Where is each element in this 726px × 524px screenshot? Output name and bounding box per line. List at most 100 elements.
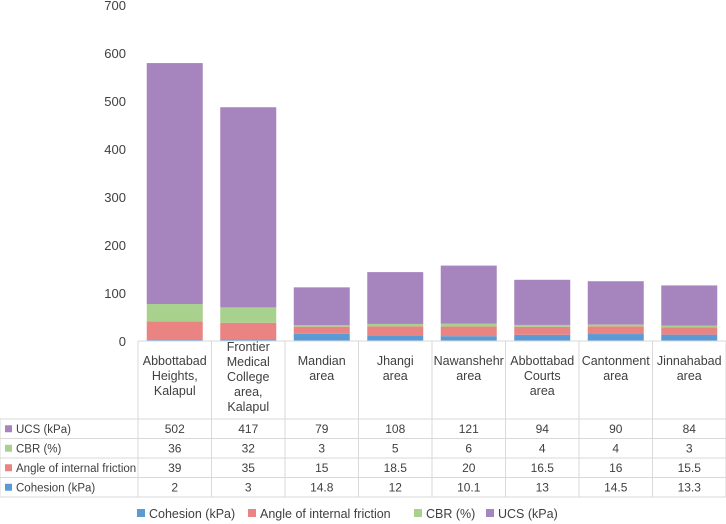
bar-segment xyxy=(661,334,718,341)
table-row-label: Angle of internal friction xyxy=(16,463,136,475)
table-cell-value: 39 xyxy=(168,461,182,475)
table-cell-value: 84 xyxy=(683,422,697,436)
y-tick-label: 300 xyxy=(104,190,126,205)
bar-segment xyxy=(440,265,497,324)
bar-segment xyxy=(220,307,277,323)
table-cell-value: 13.3 xyxy=(678,480,702,494)
legend-swatch xyxy=(248,509,256,517)
table-legend-key xyxy=(5,464,12,472)
legend-label: CBR (%) xyxy=(426,507,475,521)
legend: Cohesion (kPa) Angle of internal friction… xyxy=(137,507,558,521)
table-cell-value: 15.5 xyxy=(678,461,702,475)
table-legend-key xyxy=(5,444,12,452)
y-tick-label: 0 xyxy=(119,334,126,349)
table-row-label: UCS (kPa) xyxy=(16,424,71,436)
bar-segment xyxy=(514,279,571,325)
x-category-label: Nawanshehr area xyxy=(434,354,504,383)
bar-segment xyxy=(146,304,203,322)
table-cell-value: 14.5 xyxy=(604,480,628,494)
bar-segment xyxy=(367,323,424,327)
table-cell-value: 4 xyxy=(612,441,619,455)
table-cell-value: 3 xyxy=(318,441,325,455)
legend-swatch xyxy=(414,509,422,517)
bar-segment xyxy=(293,326,350,334)
y-tick-label: 600 xyxy=(104,46,126,61)
bar-segment xyxy=(587,281,644,325)
table-legend-key xyxy=(5,425,12,433)
legend-label: Angle of internal friction xyxy=(260,507,391,521)
table-cell-value: 36 xyxy=(168,441,182,455)
x-category-label: Mandian area xyxy=(298,354,346,383)
bar-segment xyxy=(440,336,497,341)
legend-label: UCS (kPa) xyxy=(498,507,558,521)
x-category-label: Abbottabad Courts area xyxy=(510,354,574,398)
table-cell-value: 79 xyxy=(315,422,329,436)
bar-segment xyxy=(146,321,203,341)
table-cell-value: 4 xyxy=(539,441,546,455)
bar-segment xyxy=(220,107,277,308)
bar-segment xyxy=(514,324,571,327)
table-row-label: CBR (%) xyxy=(16,443,62,455)
table-row-label: Cohesion (kPa) xyxy=(16,482,95,494)
y-tick-label: 400 xyxy=(104,142,126,157)
bar-segment xyxy=(367,335,424,341)
bar-segment xyxy=(661,285,718,326)
table-cell-value: 13 xyxy=(536,480,550,494)
bar-segment xyxy=(220,339,277,341)
x-category-label: Frontier Medical College area, Kalapul xyxy=(227,340,270,414)
table-cell-value: 12 xyxy=(389,480,403,494)
table-cell-value: 417 xyxy=(238,422,258,436)
bar-segment xyxy=(367,326,424,336)
y-tick-label: 700 xyxy=(104,0,126,13)
table-cell-value: 94 xyxy=(536,422,550,436)
table-cell-value: 15 xyxy=(315,461,329,475)
bar-segment xyxy=(587,324,644,327)
x-category-label: Jinnahabad area xyxy=(657,354,722,383)
data-table: Abbottabad Heights, Kalapul Frontier Medical… xyxy=(0,340,726,498)
table-cell-value: 16 xyxy=(609,461,623,475)
y-axis: 0 100 200 300 400 500 600 700 xyxy=(104,0,126,349)
table-cell-value: 10.1 xyxy=(457,480,481,494)
table-cell-value: 121 xyxy=(459,422,479,436)
table-cell-value: 502 xyxy=(165,422,185,436)
bar-segment xyxy=(661,327,718,335)
table-cell-value: 16.5 xyxy=(531,461,555,475)
bar-segment xyxy=(293,333,350,341)
legend-label: Cohesion (kPa) xyxy=(149,507,235,521)
y-tick-label: 200 xyxy=(104,238,126,253)
table-cell-value: 90 xyxy=(609,422,623,436)
legend-swatch xyxy=(137,509,145,517)
bars xyxy=(146,63,718,341)
table-cell-value: 20 xyxy=(462,461,476,475)
table-cell-value: 6 xyxy=(465,441,472,455)
x-category-label: Cantonment area xyxy=(582,354,651,383)
table-cell-value: 35 xyxy=(242,461,256,475)
bar-segment xyxy=(661,325,718,328)
table-cell-value: 108 xyxy=(385,422,405,436)
bar-segment xyxy=(146,63,203,305)
bar-segment xyxy=(367,272,424,324)
x-category-label: Abbottabad Heights, Kalapul xyxy=(143,354,207,398)
table-cell-value: 2 xyxy=(171,480,178,494)
x-category-label: Jhangi area xyxy=(377,354,414,383)
table-cell-value: 3 xyxy=(686,441,693,455)
table-cell-value: 18.5 xyxy=(384,461,408,475)
table-cell-value: 32 xyxy=(242,441,256,455)
table-legend-key xyxy=(5,483,12,491)
table-cell-value: 14.8 xyxy=(310,480,334,494)
bar-segment xyxy=(514,334,571,341)
bar-segment xyxy=(440,326,497,337)
bar-segment xyxy=(514,326,571,335)
table-cell-value: 5 xyxy=(392,441,399,455)
y-tick-label: 100 xyxy=(104,286,126,301)
bar-segment xyxy=(587,326,644,335)
bar-segment xyxy=(293,325,350,327)
bar-segment xyxy=(293,287,350,326)
bar-segment xyxy=(440,323,497,327)
y-tick-label: 500 xyxy=(104,94,126,109)
legend-swatch xyxy=(486,509,494,517)
table-cell-value: 3 xyxy=(245,480,252,494)
bar-segment xyxy=(220,322,277,340)
bar-segment xyxy=(587,334,644,341)
